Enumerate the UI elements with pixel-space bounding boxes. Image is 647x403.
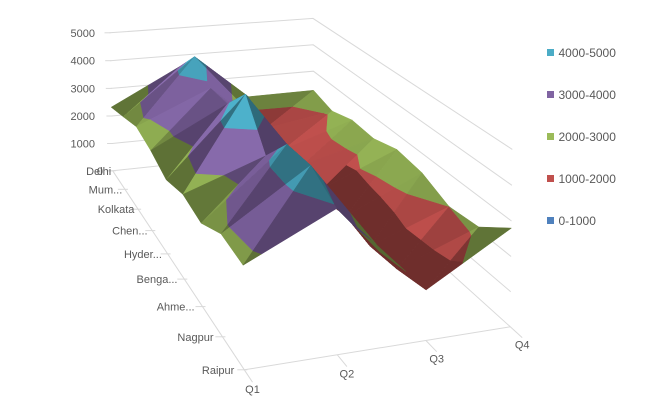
svg-text:1000: 1000 xyxy=(71,139,95,151)
svg-text:0: 0 xyxy=(97,166,103,178)
svg-text:4000: 4000 xyxy=(71,56,95,68)
svg-text:3000-4000: 3000-4000 xyxy=(559,88,617,102)
svg-text:5000: 5000 xyxy=(71,28,95,40)
svg-text:Nagpur: Nagpur xyxy=(177,332,213,344)
svg-text:Delhi: Delhi xyxy=(86,166,111,178)
svg-text:4000-5000: 4000-5000 xyxy=(559,46,617,60)
svg-text:1000-2000: 1000-2000 xyxy=(559,172,617,186)
svg-text:Q4: Q4 xyxy=(515,340,530,352)
svg-text:0-1000: 0-1000 xyxy=(559,214,597,228)
svg-text:Mum...: Mum... xyxy=(89,184,123,196)
svg-text:Benga...: Benga... xyxy=(137,274,178,286)
svg-text:Chen...: Chen... xyxy=(112,226,147,238)
svg-text:Hyder...: Hyder... xyxy=(124,249,162,261)
svg-text:2000: 2000 xyxy=(71,111,95,123)
svg-text:Ahme...: Ahme... xyxy=(157,302,195,314)
svg-text:Q1: Q1 xyxy=(245,384,260,396)
svg-text:Q3: Q3 xyxy=(429,354,444,366)
svg-text:Raipur: Raipur xyxy=(202,365,235,377)
svg-text:Q2: Q2 xyxy=(340,369,355,381)
svg-text:2000-3000: 2000-3000 xyxy=(559,130,617,144)
svg-text:3000: 3000 xyxy=(71,83,95,95)
svg-text:Kolkata: Kolkata xyxy=(98,204,136,216)
